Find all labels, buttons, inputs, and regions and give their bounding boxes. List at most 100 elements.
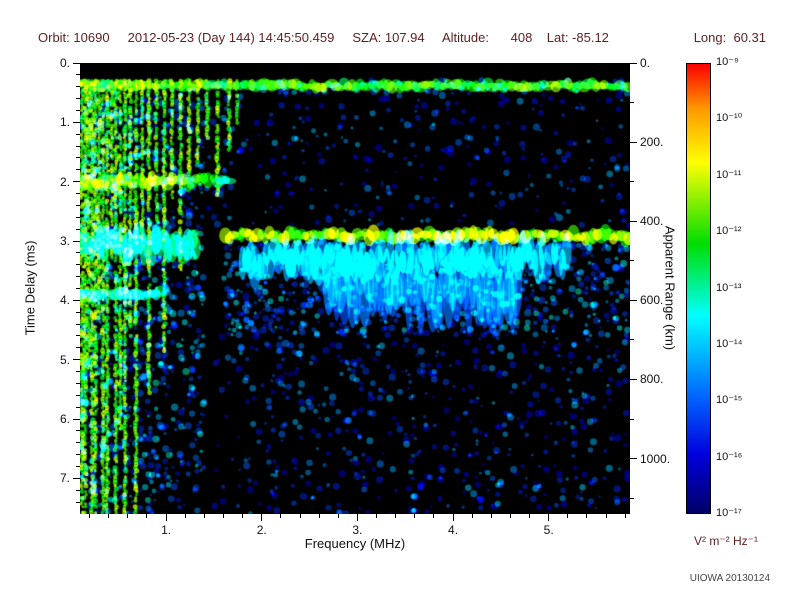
tick-mark bbox=[76, 169, 80, 171]
tick-mark bbox=[76, 204, 80, 206]
tick-mark bbox=[73, 62, 80, 64]
tick-mark bbox=[76, 394, 80, 396]
y2-tick-label: 600. bbox=[640, 293, 664, 308]
y-tick-label: 4. bbox=[59, 293, 70, 308]
tick-mark bbox=[76, 288, 80, 289]
y2-tick-label: 1000. bbox=[640, 451, 671, 466]
colorbar-tick-label: 10⁻¹⁰ bbox=[716, 112, 743, 125]
y-tick-label: 5. bbox=[59, 352, 70, 367]
tick-mark bbox=[73, 121, 80, 123]
tick-mark bbox=[76, 276, 80, 278]
tick-mark bbox=[76, 311, 80, 313]
tick-mark bbox=[529, 514, 531, 518]
tick-mark bbox=[76, 466, 80, 468]
tick-mark bbox=[165, 514, 167, 521]
tick-mark bbox=[433, 514, 435, 518]
tick-mark bbox=[395, 514, 397, 518]
y-tick-label: 0. bbox=[59, 56, 70, 70]
tick-mark bbox=[76, 228, 80, 230]
spectrogram-canvas bbox=[80, 63, 630, 514]
tick-mark bbox=[76, 454, 80, 456]
tick-mark bbox=[73, 359, 80, 361]
colorbar-tick-label: 10⁻¹⁷ bbox=[716, 507, 742, 519]
tick-mark bbox=[76, 489, 80, 491]
tick-mark bbox=[76, 157, 80, 159]
tick-mark bbox=[318, 514, 320, 518]
header-ephemeris: Orbit: 10690 2012-05-23 (Day 144) 14:45:… bbox=[38, 30, 609, 45]
colorbar-tick-label: 10⁻⁹ bbox=[716, 56, 739, 68]
y-tick-label: 7. bbox=[59, 471, 70, 486]
tick-mark bbox=[630, 378, 637, 380]
colorbar-tick-label: 10⁻¹⁴ bbox=[716, 337, 743, 350]
tick-mark bbox=[76, 193, 80, 195]
tick-mark bbox=[108, 514, 110, 518]
tick-mark bbox=[490, 514, 492, 518]
tick-mark bbox=[146, 514, 148, 518]
tick-mark bbox=[624, 514, 626, 518]
tick-mark bbox=[76, 145, 80, 147]
tick-mark bbox=[548, 514, 550, 521]
tick-mark bbox=[73, 418, 80, 420]
tick-mark bbox=[630, 458, 637, 460]
header-info: Orbit: 10690 2012-05-23 (Day 144) 14:45:… bbox=[38, 30, 766, 45]
colorbar bbox=[686, 63, 711, 514]
tick-mark bbox=[567, 514, 569, 518]
y-axis-title: Time Delay (ms) bbox=[22, 240, 38, 336]
tick-mark bbox=[76, 430, 80, 432]
tick-mark bbox=[203, 514, 205, 518]
tick-mark bbox=[452, 514, 454, 521]
colorbar-tick-label: 10⁻¹¹ bbox=[716, 168, 742, 181]
tick-mark bbox=[471, 514, 473, 518]
tick-mark bbox=[630, 181, 634, 183]
tick-mark bbox=[76, 347, 80, 349]
tick-mark bbox=[630, 220, 637, 222]
tick-mark bbox=[605, 514, 607, 518]
tick-mark bbox=[586, 514, 588, 518]
tick-mark bbox=[76, 216, 80, 218]
tick-mark bbox=[76, 133, 80, 135]
y-tick-label: 6. bbox=[59, 412, 70, 427]
x-tick-label: 3. bbox=[352, 523, 363, 537]
tick-mark bbox=[630, 339, 634, 341]
tick-mark bbox=[280, 514, 282, 518]
tick-mark bbox=[630, 62, 637, 64]
y2-tick-label: 200. bbox=[640, 135, 664, 150]
y-tick-label: 2. bbox=[59, 174, 70, 189]
tick-mark bbox=[76, 371, 80, 373]
y2-tick-label: 400. bbox=[640, 214, 664, 229]
x-tick-label: 1. bbox=[161, 523, 172, 537]
tick-mark bbox=[630, 299, 637, 301]
tick-mark bbox=[73, 181, 80, 183]
tick-mark bbox=[630, 497, 634, 499]
x-tick-label: 2. bbox=[256, 523, 267, 537]
tick-mark bbox=[89, 514, 91, 518]
colorbar-tick-label: 10⁻¹² bbox=[716, 225, 742, 238]
tick-mark bbox=[76, 252, 80, 254]
colorbar-tick-label: 10⁻¹⁶ bbox=[716, 450, 743, 463]
tick-mark bbox=[76, 382, 80, 384]
tick-mark bbox=[73, 477, 80, 479]
tick-mark bbox=[356, 514, 358, 521]
y-tick-label: 3. bbox=[59, 234, 70, 249]
tick-mark bbox=[76, 264, 80, 266]
tick-mark bbox=[261, 514, 263, 521]
tick-mark bbox=[76, 323, 80, 325]
tick-mark bbox=[630, 102, 634, 104]
tick-mark bbox=[73, 240, 80, 242]
tick-mark bbox=[76, 74, 80, 76]
x-axis-title: Frequency (MHz) bbox=[304, 536, 406, 551]
tick-mark bbox=[242, 514, 244, 518]
header-longitude: Long: 60.31 bbox=[693, 30, 766, 45]
tick-mark bbox=[76, 109, 80, 111]
tick-mark bbox=[76, 86, 80, 88]
tick-mark bbox=[509, 514, 511, 518]
y2-tick-label: 0. bbox=[640, 56, 651, 70]
tick-mark bbox=[76, 442, 80, 444]
colorbar-unit-label: V² m⁻² Hz⁻¹ bbox=[694, 534, 758, 548]
tick-mark bbox=[76, 406, 80, 408]
tick-mark bbox=[76, 501, 80, 503]
credit-text: UIOWA 20130124 bbox=[689, 573, 770, 584]
tick-mark bbox=[630, 141, 637, 143]
x-tick-label: 5. bbox=[543, 523, 554, 537]
